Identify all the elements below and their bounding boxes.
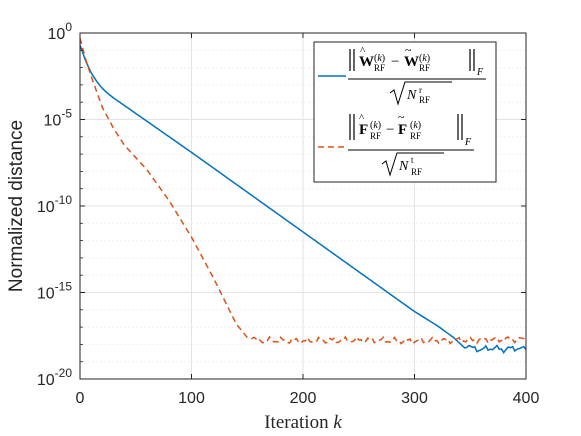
svg-text:(k): (k) — [419, 53, 430, 64]
x-tick-label: 0 — [76, 390, 85, 407]
x-tick-label: 400 — [513, 390, 540, 407]
x-axis-label-text: Iteration — [264, 412, 329, 433]
x-axis-label: Iteration k — [264, 412, 342, 433]
svg-text:~: ~ — [405, 43, 412, 57]
x-tick-label: 200 — [290, 390, 317, 407]
svg-text:(k): (k) — [370, 120, 381, 131]
series-line-w — [79, 44, 527, 354]
legend-label-f: F ^ (k) RF − F ~ (k) RF F N t RF — [348, 110, 474, 177]
x-axis-label-var: k — [333, 412, 342, 433]
svg-text:F: F — [464, 137, 472, 148]
y-tick-labels: 100 10-5 10-10 10-15 10-20 — [37, 20, 72, 389]
svg-text:−: − — [391, 54, 399, 70]
y-tick-label: 10-5 — [44, 107, 73, 130]
y-axis-label: Normalized distance — [6, 120, 27, 292]
svg-text:RF: RF — [419, 95, 430, 105]
svg-text:^: ^ — [359, 112, 365, 124]
y-tick-label: 10-10 — [37, 193, 72, 216]
svg-text:RF: RF — [411, 167, 422, 177]
series-line-f — [79, 37, 527, 345]
x-tick-labels: 0 100 200 300 400 — [76, 390, 540, 407]
x-tick-label: 100 — [178, 390, 205, 407]
svg-text:^: ^ — [360, 45, 366, 57]
y-tick-label: 10-20 — [37, 366, 72, 389]
svg-text:~: ~ — [398, 110, 405, 124]
svg-text:N: N — [398, 159, 409, 174]
svg-text:(k): (k) — [374, 53, 385, 64]
svg-text:(k): (k) — [410, 120, 421, 131]
svg-text:W: W — [359, 54, 374, 70]
tick-marks — [79, 32, 527, 380]
svg-text:RF: RF — [419, 63, 430, 73]
y-tick-label: 100 — [48, 20, 73, 43]
legend-entry-w: W ^ (k) RF − W ~ (k) RF F N r RF — [318, 43, 486, 106]
legend-label-w: W ^ (k) RF − W ~ (k) RF F N r RF — [348, 43, 486, 106]
svg-text:RF: RF — [410, 131, 421, 141]
y-tick-label: 10-15 — [37, 280, 72, 303]
svg-text:F: F — [398, 122, 407, 138]
x-tick-label: 300 — [401, 390, 428, 407]
svg-text:t: t — [411, 155, 414, 165]
svg-text:F: F — [359, 122, 368, 138]
svg-text:F: F — [476, 67, 484, 78]
legend-entry-f: F ^ (k) RF − F ~ (k) RF F N t RF — [318, 110, 474, 177]
series-lines — [79, 37, 527, 354]
svg-text:W: W — [404, 54, 419, 70]
svg-text:r: r — [419, 85, 422, 95]
svg-text:−: − — [386, 122, 394, 138]
svg-text:RF: RF — [374, 63, 385, 73]
legend-box — [313, 41, 497, 183]
legend: W ^ (k) RF − W ~ (k) RF F N r RF — [313, 41, 497, 183]
svg-text:N: N — [406, 88, 417, 103]
svg-text:RF: RF — [370, 131, 381, 141]
